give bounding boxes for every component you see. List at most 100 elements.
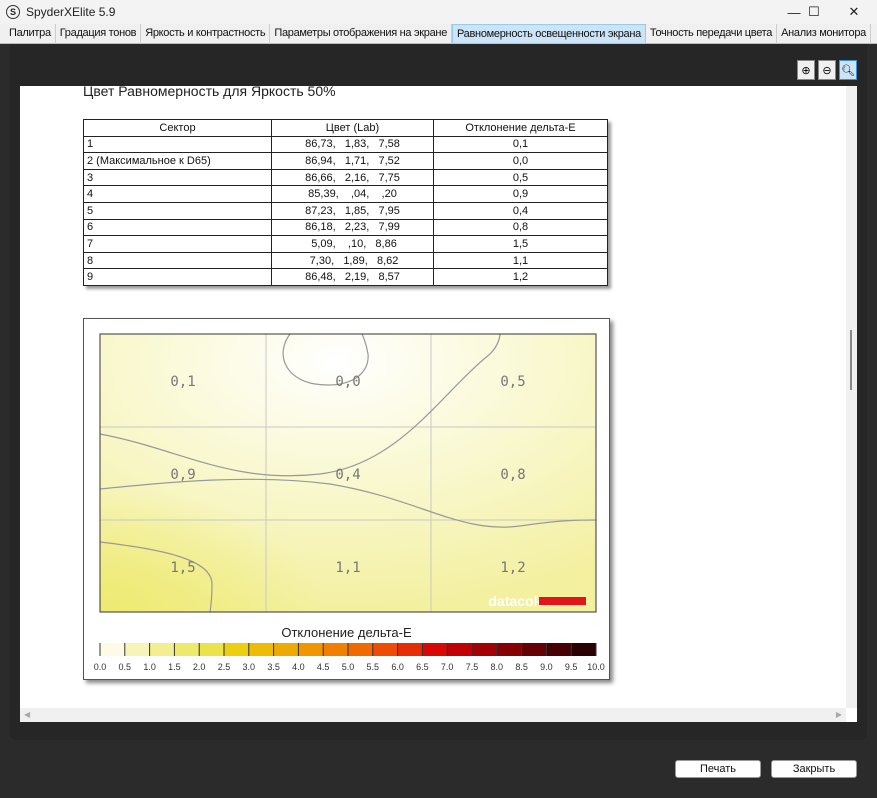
colorbar-tick-label: 2.5 bbox=[217, 662, 231, 672]
report-viewport: Цвет Равномерность для Яркость 50% Секто… bbox=[20, 86, 846, 708]
maximize-button[interactable]: ☐ bbox=[808, 4, 820, 19]
colorbar-segment bbox=[397, 643, 423, 656]
lab-color-cell: 86,48, 2,19, 8,57 bbox=[271, 268, 434, 286]
window-title: SpyderXElite 5.9 bbox=[26, 5, 116, 19]
lab-color-cell: 5,09, ,10, 8,86 bbox=[271, 235, 434, 253]
delta-e-cell: 0,1 bbox=[433, 135, 608, 154]
table-row: 2 (Максимальное к D65) 86,94, 1,71, 7,52 0… bbox=[83, 152, 608, 170]
colorbar-tick-label: 7.5 bbox=[465, 662, 479, 672]
lab-color-cell: 86,94, 1,71, 7,52 bbox=[271, 152, 434, 170]
map-sector-value: 0,4 bbox=[335, 467, 360, 483]
uniformity-map: 0,1 0,0 0,5 0,9 0,4 0,8 1,5 1,1 1,2 datacolor От… bbox=[83, 318, 610, 680]
colorbar-segment bbox=[199, 643, 225, 656]
scroll-corner bbox=[846, 708, 857, 722]
map-sector-value: 1,5 bbox=[170, 560, 195, 576]
close-button[interactable]: Закрыть bbox=[771, 760, 857, 778]
sector-cell: 4 bbox=[83, 185, 272, 203]
colorbar-segment bbox=[323, 643, 349, 656]
colorbar-tick-label: 1.0 bbox=[143, 662, 156, 672]
tab-palette[interactable]: Палитра bbox=[5, 24, 56, 44]
colorbar-tick-label: 0.5 bbox=[118, 662, 132, 672]
map-sector-value: 1,1 bbox=[335, 560, 360, 576]
colorbar-segment bbox=[447, 643, 473, 656]
map-sector-value: 1,2 bbox=[500, 560, 525, 576]
colorbar-tick-label: 0.0 bbox=[93, 662, 107, 672]
delta-e-cell: 0,8 bbox=[433, 218, 608, 237]
colorbar-segment bbox=[546, 643, 572, 656]
sector-cell: 3 bbox=[83, 168, 272, 187]
table-row: 3 86,66, 2,16, 7,75 0,5 bbox=[83, 168, 608, 187]
lab-color-cell: 87,23, 1,85, 7,95 bbox=[271, 201, 434, 220]
zoom-fit-icon[interactable]: 🔍︎ bbox=[839, 60, 857, 80]
tab-bar: Палитра Градация тонов Яркость и контрас… bbox=[0, 24, 877, 44]
colorbar-segment bbox=[298, 643, 324, 656]
scroll-right-arrow-icon[interactable]: ▶ bbox=[835, 710, 842, 719]
heatmap-surface-shade bbox=[100, 334, 596, 612]
uniformity-heatmap: 0,1 0,0 0,5 0,9 0,4 0,8 1,5 1,1 1,2 datacolor bbox=[99, 333, 597, 656]
zoom-out-icon[interactable]: ⊖ bbox=[818, 60, 836, 80]
sector-cell: 5 bbox=[83, 201, 272, 220]
contour-lines bbox=[99, 333, 597, 613]
tab-monitor-analysis[interactable]: Анализ монитора bbox=[777, 24, 871, 44]
horizontal-scrollbar[interactable]: ◀ ▶ bbox=[20, 708, 846, 722]
colorbar-segment bbox=[273, 643, 299, 656]
colorbar-tick-label: 6.5 bbox=[416, 662, 429, 672]
map-sector-value: 0,1 bbox=[170, 374, 195, 390]
vertical-scroll-thumb[interactable] bbox=[850, 330, 852, 390]
heatmap-border bbox=[99, 333, 597, 613]
sector-cell: 9 bbox=[83, 268, 272, 286]
vertical-scrollbar[interactable] bbox=[846, 86, 857, 708]
column-header: Цвет (Lab) bbox=[271, 119, 434, 137]
colorbar-segment bbox=[224, 643, 250, 656]
table-row: 7 5,09, ,10, 8,86 1,5 bbox=[83, 235, 608, 253]
delta-e-cell: 1,5 bbox=[433, 235, 608, 253]
map-sector-value: 0,9 bbox=[170, 467, 195, 483]
colorbar-tick-label: 4.0 bbox=[292, 662, 305, 672]
colorbar-tick-label: 3.0 bbox=[242, 662, 256, 672]
table-row: 8 7,30, 1,89, 8,62 1,1 bbox=[83, 251, 608, 270]
tab-brightness-contrast[interactable]: Яркость и контрастность bbox=[141, 24, 271, 44]
print-button[interactable]: Печать bbox=[675, 760, 761, 778]
colorbar-segment bbox=[422, 643, 448, 656]
lab-color-cell: 86,66, 2,16, 7,75 bbox=[271, 168, 434, 187]
tab-color-accuracy[interactable]: Точность передачи цвета bbox=[646, 24, 778, 44]
colorbar-tick-label: 8.0 bbox=[490, 662, 504, 672]
lab-color-cell: 7,30, 1,89, 8,62 bbox=[271, 251, 434, 270]
map-sector-value: 0,8 bbox=[500, 467, 525, 483]
table-row: 1 86,73, 1,83, 7,58 0,1 bbox=[83, 135, 608, 154]
column-header: Сектор bbox=[83, 119, 272, 137]
sector-cell: 1 bbox=[83, 135, 272, 154]
scroll-left-arrow-icon[interactable]: ◀ bbox=[24, 710, 31, 719]
delta-e-cell: 1,1 bbox=[433, 251, 608, 270]
colorbar-segment bbox=[496, 643, 523, 656]
delta-e-cell: 1,2 bbox=[433, 268, 608, 286]
colorbar-tick-label: 3.5 bbox=[267, 662, 280, 672]
table-row: 9 86,48, 2,19, 8,57 1,2 bbox=[83, 268, 608, 286]
tab-screen-uniformity[interactable]: Равномерность освещенности экрана bbox=[452, 24, 646, 44]
table-row: 6 86,18, 2,23, 7,99 0,8 bbox=[83, 218, 608, 237]
colorbar-segment bbox=[521, 643, 547, 656]
tab-display-settings[interactable]: Параметры отображения на экране bbox=[270, 24, 453, 44]
datacolor-logo: datacolor bbox=[488, 593, 552, 609]
grid-lines bbox=[100, 334, 596, 612]
app-icon: S bbox=[6, 5, 20, 19]
colorbar-segment bbox=[248, 643, 275, 656]
colorbar-segment bbox=[174, 643, 200, 656]
tab-tone-gradation[interactable]: Градация тонов bbox=[56, 24, 142, 44]
colorbar-tick-label: 5.5 bbox=[366, 662, 380, 672]
datacolor-logo-bar bbox=[539, 597, 586, 605]
colorbar-tick-label: 6.0 bbox=[391, 662, 404, 672]
lab-color-cell: 86,18, 2,23, 7,99 bbox=[271, 218, 434, 237]
colorbar-segment bbox=[472, 643, 498, 656]
colorbar-tick-label: 1.5 bbox=[168, 662, 181, 672]
minimize-button[interactable]: — bbox=[787, 4, 801, 20]
zoom-in-icon[interactable]: ⊕ bbox=[797, 60, 815, 80]
colorbar-tick-label: 8.5 bbox=[515, 662, 528, 672]
close-window-button[interactable]: ✕ bbox=[848, 4, 860, 19]
colorbar-tick-label: 7.0 bbox=[440, 662, 454, 672]
map-sector-value: 0,0 bbox=[335, 374, 360, 390]
column-header: Отклонение дельта-E bbox=[433, 119, 608, 137]
colorbar-tick-label: 2.0 bbox=[192, 662, 206, 672]
colorbar-segment bbox=[348, 643, 374, 656]
